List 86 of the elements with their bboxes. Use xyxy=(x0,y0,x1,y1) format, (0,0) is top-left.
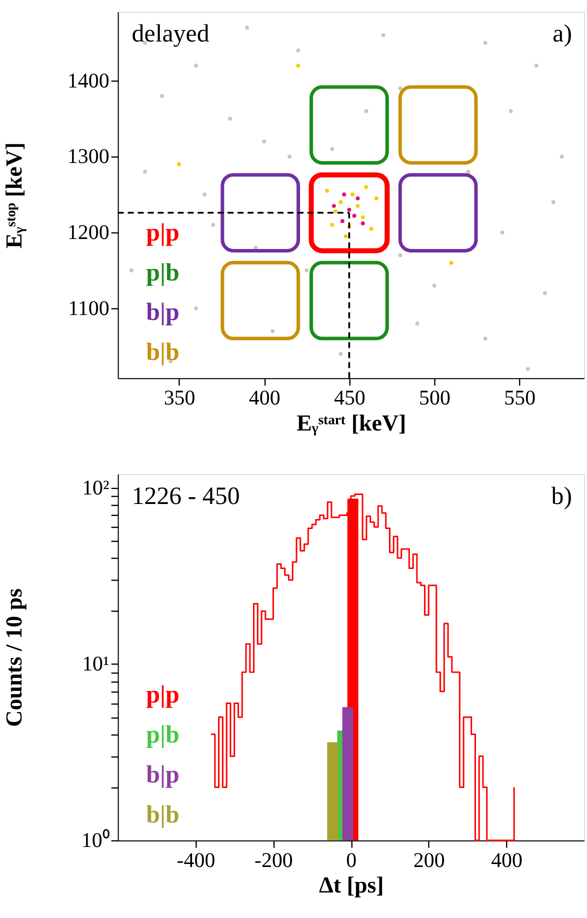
point xyxy=(347,208,352,212)
y-tick-label: 1200 xyxy=(67,220,110,244)
point xyxy=(534,64,538,68)
point xyxy=(228,116,232,121)
y-tick-label: 10⁰ xyxy=(81,828,110,852)
legend-label: p|p xyxy=(146,219,180,246)
point xyxy=(415,322,420,326)
x-tick-label: 0 xyxy=(346,848,357,872)
annotation: 1226 - 450 xyxy=(132,482,240,510)
point xyxy=(356,196,360,200)
point xyxy=(369,226,374,231)
x-axis-title: Δt [ps] xyxy=(319,872,384,898)
text: b|b xyxy=(146,801,180,828)
point xyxy=(202,192,207,197)
text: b|p xyxy=(146,761,180,788)
point xyxy=(542,291,547,296)
x-tick-label: 400 xyxy=(248,386,280,410)
y-tick-label: 1400 xyxy=(67,68,110,92)
point xyxy=(350,192,355,197)
point xyxy=(338,352,343,356)
point xyxy=(296,48,300,52)
x-tick-label: 200 xyxy=(413,848,445,872)
point xyxy=(177,162,182,166)
point xyxy=(483,40,488,45)
x-axis-title: Eᵧˢᵗᵃʳᵗ [keV] xyxy=(296,410,406,436)
legend-label: b|p xyxy=(146,299,180,326)
y-tick-label: 10¹ xyxy=(82,652,110,676)
point xyxy=(360,215,365,220)
x-tick-label: -200 xyxy=(254,848,293,872)
point xyxy=(143,170,148,174)
point xyxy=(330,147,334,152)
point xyxy=(483,336,488,341)
point xyxy=(364,109,368,114)
point xyxy=(560,154,564,159)
point xyxy=(352,214,356,218)
point xyxy=(364,184,368,189)
point xyxy=(334,209,338,214)
point xyxy=(398,86,402,90)
y-axis-title: Counts / 10 ps xyxy=(1,588,26,727)
annotation: b) xyxy=(551,482,572,510)
legend-label: p|b xyxy=(146,259,180,286)
text: p|p xyxy=(146,682,180,709)
point xyxy=(344,234,348,238)
point xyxy=(160,94,164,98)
x-tick-label: 400 xyxy=(491,848,523,872)
point xyxy=(360,221,365,226)
point xyxy=(194,306,198,310)
point xyxy=(129,268,134,272)
point xyxy=(374,196,378,200)
point xyxy=(356,204,360,208)
text: p|b xyxy=(146,722,180,749)
point xyxy=(194,64,198,68)
point xyxy=(262,139,266,144)
x-tick-label: 500 xyxy=(419,386,450,410)
point xyxy=(342,192,346,197)
point xyxy=(338,200,343,204)
legend-label: b|b xyxy=(146,339,180,366)
point xyxy=(325,188,330,193)
point xyxy=(449,260,454,265)
point xyxy=(526,367,530,372)
annotation: delayed xyxy=(132,20,210,48)
point xyxy=(304,268,309,272)
point xyxy=(432,284,436,288)
point xyxy=(296,64,300,68)
point xyxy=(398,253,402,258)
x-tick-label: 450 xyxy=(334,386,366,410)
point xyxy=(340,219,344,224)
point xyxy=(508,109,513,114)
point xyxy=(270,329,275,334)
point xyxy=(551,200,556,204)
y-axis-title: Eᵧˢᵗᵒᵖ [keV] xyxy=(1,142,26,249)
annotation: a) xyxy=(552,20,572,48)
point xyxy=(466,170,470,174)
x-tick-label: 350 xyxy=(164,386,196,410)
point xyxy=(211,222,216,227)
point xyxy=(500,230,504,234)
x-tick-label: -400 xyxy=(176,848,216,872)
y-tick-label: 1300 xyxy=(67,144,110,168)
point xyxy=(245,26,250,30)
point xyxy=(332,204,336,208)
x-tick-label: 550 xyxy=(504,386,536,410)
y-tick-label: 1100 xyxy=(68,296,110,320)
y-tick-label: 10² xyxy=(82,475,110,500)
point xyxy=(381,33,386,38)
point xyxy=(288,154,292,159)
point xyxy=(330,222,334,227)
